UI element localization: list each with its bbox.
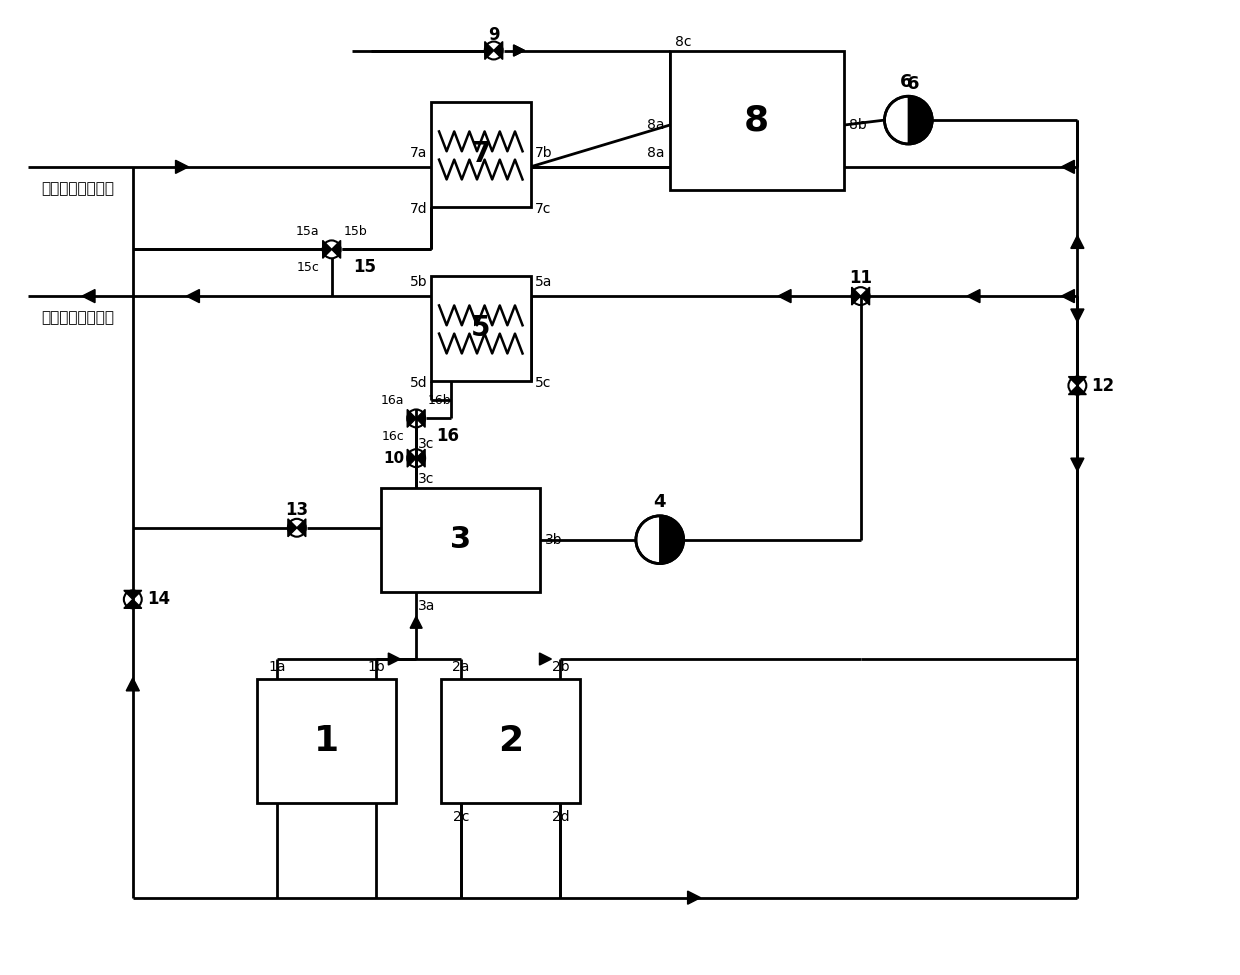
Bar (382, 488, 541, 593)
Text: 工艺冷却水回水端: 工艺冷却水回水端 (41, 181, 114, 196)
Text: 10: 10 (383, 450, 404, 466)
Bar (432, 102, 531, 207)
Text: 1: 1 (314, 723, 340, 758)
Polygon shape (1061, 160, 1074, 174)
Text: 4: 4 (653, 493, 666, 511)
Text: 6: 6 (908, 75, 920, 94)
Text: 1a: 1a (268, 660, 285, 674)
Text: 7a: 7a (409, 146, 427, 160)
Text: 3c: 3c (418, 472, 434, 486)
Polygon shape (494, 42, 502, 59)
Polygon shape (1071, 309, 1084, 322)
Polygon shape (417, 410, 425, 427)
Bar (432, 276, 531, 380)
Polygon shape (513, 45, 525, 56)
Text: 2a: 2a (453, 660, 470, 674)
Polygon shape (1071, 235, 1084, 249)
Polygon shape (909, 97, 932, 144)
Polygon shape (417, 449, 425, 467)
Polygon shape (82, 290, 95, 302)
Text: 12: 12 (1091, 376, 1115, 395)
Polygon shape (660, 516, 683, 564)
Text: 2d: 2d (552, 810, 569, 824)
Text: 工艺冷却水供水端: 工艺冷却水供水端 (41, 310, 114, 326)
Text: 8: 8 (744, 103, 769, 137)
Polygon shape (186, 290, 200, 302)
Polygon shape (539, 653, 552, 665)
Polygon shape (861, 288, 869, 305)
Text: 2: 2 (498, 723, 523, 758)
Polygon shape (176, 160, 188, 174)
Text: 2b: 2b (552, 660, 569, 674)
Text: 15c: 15c (296, 260, 320, 274)
Polygon shape (322, 241, 331, 258)
Text: 5d: 5d (409, 375, 427, 390)
Bar (670, 51, 843, 190)
Polygon shape (124, 600, 141, 608)
Text: 5: 5 (471, 314, 491, 342)
Text: 9: 9 (487, 25, 500, 44)
Text: 3b: 3b (546, 532, 563, 547)
Polygon shape (407, 410, 417, 427)
Text: 15a: 15a (296, 225, 320, 238)
Text: 15: 15 (353, 258, 377, 276)
Polygon shape (777, 290, 791, 302)
Text: 7b: 7b (534, 146, 552, 160)
Bar (257, 679, 397, 803)
Polygon shape (407, 449, 417, 467)
Text: 8c: 8c (675, 34, 691, 49)
Text: 8a: 8a (647, 118, 665, 132)
Polygon shape (1071, 458, 1084, 471)
Text: 7c: 7c (534, 202, 551, 215)
Text: 16b: 16b (428, 394, 451, 407)
Polygon shape (967, 290, 980, 302)
Polygon shape (1069, 385, 1086, 395)
Polygon shape (296, 519, 306, 536)
Text: 3: 3 (450, 526, 471, 554)
Polygon shape (410, 616, 422, 628)
Polygon shape (852, 288, 861, 305)
Text: 5b: 5b (409, 275, 427, 290)
Bar (441, 679, 580, 803)
Text: 13: 13 (285, 501, 309, 519)
Text: 7: 7 (471, 139, 491, 168)
Text: 3a: 3a (418, 600, 435, 613)
Text: 15b: 15b (343, 225, 367, 238)
Text: 11: 11 (849, 269, 872, 288)
Circle shape (884, 97, 932, 144)
Text: 8b: 8b (848, 118, 867, 132)
Polygon shape (1069, 376, 1086, 385)
Text: 16a: 16a (381, 394, 404, 407)
Polygon shape (124, 591, 141, 600)
Text: 2c: 2c (453, 810, 469, 824)
Text: 5c: 5c (534, 375, 551, 390)
Polygon shape (513, 45, 525, 56)
Polygon shape (688, 891, 701, 904)
Polygon shape (485, 42, 494, 59)
Text: 3c: 3c (418, 437, 434, 451)
Polygon shape (288, 519, 296, 536)
Polygon shape (331, 241, 341, 258)
Text: 5a: 5a (534, 275, 552, 290)
Polygon shape (126, 678, 139, 691)
Text: 8a: 8a (647, 146, 665, 160)
Text: 7d: 7d (409, 202, 427, 215)
Polygon shape (1061, 290, 1074, 302)
Text: 6: 6 (900, 73, 913, 92)
Polygon shape (388, 653, 401, 665)
Text: 1b: 1b (367, 660, 386, 674)
Text: 16c: 16c (382, 430, 404, 443)
Text: 14: 14 (146, 590, 170, 608)
Circle shape (636, 516, 683, 564)
Text: 16: 16 (436, 427, 459, 446)
